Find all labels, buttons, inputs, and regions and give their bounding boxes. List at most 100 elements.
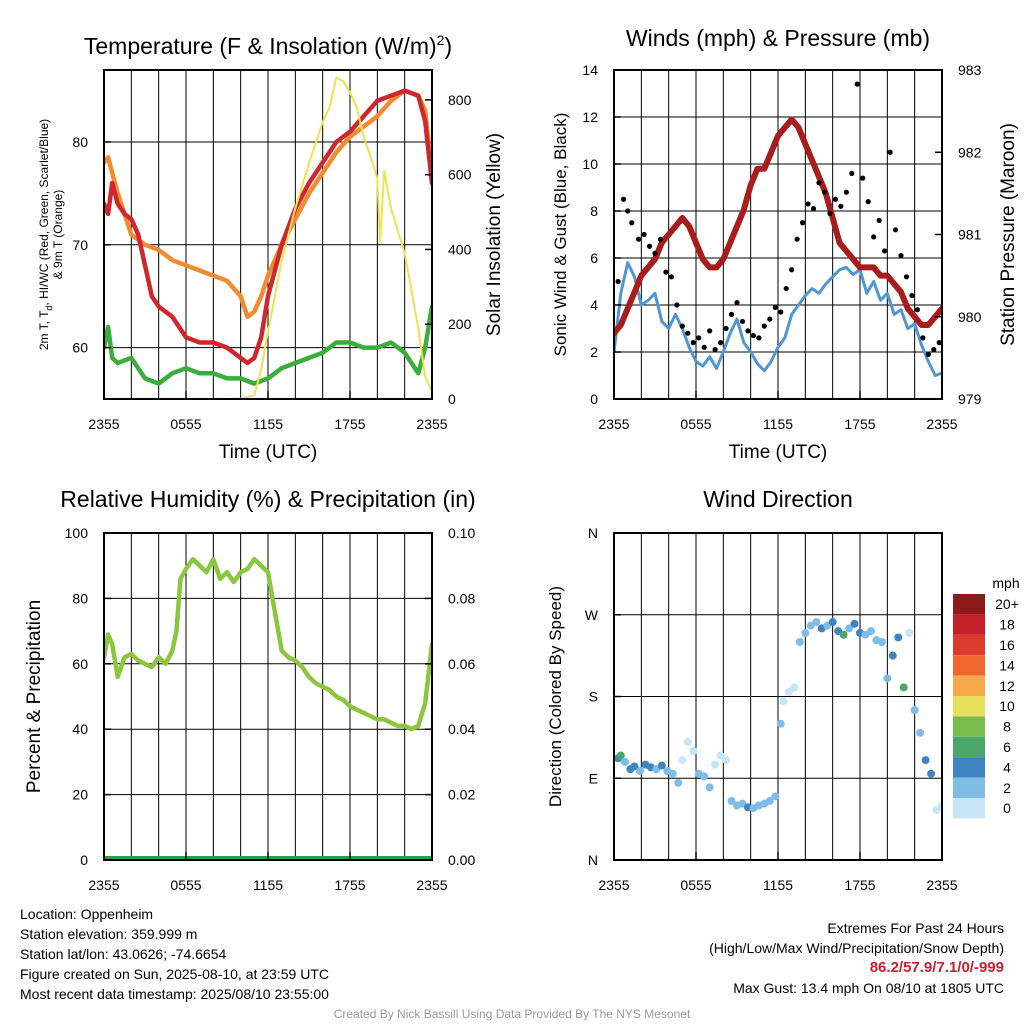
y2-axis-label: Solar Insolation (Yellow) bbox=[484, 133, 505, 336]
x-tick-label: 1755 bbox=[844, 416, 875, 432]
colorbar-title: mph bbox=[992, 575, 1019, 591]
colorbar-swatch bbox=[953, 634, 985, 656]
colorbar-swatch bbox=[953, 594, 985, 615]
colorbar-swatch bbox=[953, 675, 985, 696]
direction-point bbox=[790, 683, 799, 692]
y2-tick-label: 200 bbox=[448, 316, 472, 332]
y-axis-label: Percent & Precipitation bbox=[24, 600, 45, 793]
x-tick-label: 1155 bbox=[253, 416, 283, 432]
x-tick-label: 2355 bbox=[926, 416, 957, 432]
x-tick-label: 0555 bbox=[680, 416, 711, 432]
x-tick-label: 1755 bbox=[334, 416, 365, 432]
gust-point bbox=[805, 201, 811, 207]
direction-point bbox=[722, 756, 731, 765]
y2-tick-label: 0.10 bbox=[448, 525, 475, 541]
colorbar-swatch bbox=[953, 614, 985, 635]
gust-point bbox=[728, 311, 735, 317]
gust-point bbox=[783, 285, 789, 292]
station-info: Location: Oppenheim Station elevation: 3… bbox=[20, 904, 329, 1004]
direction-point bbox=[683, 737, 692, 746]
recent-data-label: Most recent data timestamp: 2025/08/10 2… bbox=[20, 986, 329, 1002]
series-line-0 bbox=[614, 261, 942, 377]
gust-point bbox=[794, 236, 800, 242]
x-tick-label: 2355 bbox=[88, 416, 119, 432]
y-axis-label: Sonic Wind & Gust (Blue, Black) bbox=[551, 113, 570, 357]
colorbar-swatch bbox=[953, 736, 985, 758]
y2-tick-label: 0.06 bbox=[448, 656, 475, 672]
y-tick-label: 14 bbox=[582, 62, 598, 78]
series-line-3 bbox=[104, 76, 432, 399]
gust-point bbox=[636, 236, 642, 242]
series-line-2 bbox=[104, 304, 432, 386]
x-tick-label: 0555 bbox=[680, 877, 711, 893]
y2-tick-label: 0.02 bbox=[448, 787, 475, 803]
direction-point bbox=[927, 769, 936, 778]
x-tick-label: 2355 bbox=[598, 877, 629, 893]
gust-point bbox=[641, 231, 647, 238]
y2-tick-label: 600 bbox=[448, 167, 472, 183]
gust-point bbox=[756, 335, 762, 341]
direction-point bbox=[716, 751, 725, 760]
colorbar-label: 6 bbox=[1003, 739, 1011, 755]
y-tick-label: 10 bbox=[582, 156, 598, 172]
colorbar-label: 14 bbox=[999, 657, 1015, 673]
gust-point bbox=[789, 267, 795, 273]
direction-point bbox=[866, 627, 875, 636]
direction-point bbox=[839, 630, 848, 639]
y2-tick-label: 0.08 bbox=[448, 590, 475, 606]
chart-title: Relative Humidity (%) & Precipitation (i… bbox=[60, 486, 475, 512]
latlon-label: Station lat/lon: 43.0626; -74.6654 bbox=[20, 946, 227, 962]
gust-point bbox=[876, 217, 882, 223]
x-tick-label: 2355 bbox=[598, 416, 629, 432]
y-tick-label: 70 bbox=[72, 237, 88, 253]
gust-point bbox=[860, 175, 866, 181]
gust-point bbox=[832, 196, 839, 202]
direction-point bbox=[620, 757, 629, 766]
gust-point bbox=[767, 316, 773, 322]
gust-point bbox=[615, 278, 621, 285]
direction-point bbox=[668, 769, 677, 778]
colorbar-label: 16 bbox=[999, 637, 1015, 653]
gust-point bbox=[827, 210, 833, 216]
gust-point bbox=[734, 300, 740, 306]
extremes-title: Extremes For Past 24 Hours bbox=[827, 920, 1004, 936]
direction-point bbox=[828, 618, 837, 627]
gust-point bbox=[679, 323, 685, 329]
x-tick-label: 0555 bbox=[170, 877, 201, 893]
y-tick-label: 80 bbox=[72, 134, 88, 150]
max-gust-label: Max Gust: 13.4 mph On 08/10 at 1805 UTC bbox=[733, 980, 1004, 996]
direction-point bbox=[635, 766, 644, 775]
y2-tick-label: 980 bbox=[958, 309, 982, 325]
y2-tick-label: 979 bbox=[958, 391, 982, 407]
direction-point bbox=[795, 638, 804, 646]
direction-point bbox=[616, 751, 625, 760]
direction-point bbox=[727, 796, 736, 805]
extremes-values: 86.2/57.9/7.1/0/-999 bbox=[869, 959, 1004, 976]
direction-point bbox=[812, 618, 821, 627]
y-tick-label: E bbox=[589, 770, 598, 786]
y-tick-label: 12 bbox=[582, 109, 598, 125]
gust-point bbox=[750, 332, 757, 339]
gust-point bbox=[723, 325, 729, 332]
gust-point bbox=[914, 307, 921, 313]
direction-point bbox=[916, 728, 925, 737]
x-tick-label: 2355 bbox=[416, 877, 447, 893]
gust-point bbox=[707, 328, 713, 334]
colorbar-swatch bbox=[953, 777, 985, 798]
x-tick-label: 0555 bbox=[170, 416, 201, 432]
colorbar-label: 4 bbox=[1003, 759, 1011, 775]
colorbar-label: 2 bbox=[1003, 780, 1011, 796]
gust-point bbox=[854, 81, 860, 87]
y-tick-label: 40 bbox=[72, 721, 88, 737]
gust-point bbox=[800, 220, 806, 226]
direction-point bbox=[850, 619, 859, 628]
direction-point bbox=[845, 624, 854, 633]
series-line-0 bbox=[104, 88, 432, 320]
y2-tick-label: 800 bbox=[448, 92, 472, 108]
x-tick-label: 1755 bbox=[844, 877, 875, 893]
direction-point bbox=[678, 756, 687, 765]
y-tick-label: 60 bbox=[72, 340, 88, 356]
colorbar-swatch bbox=[953, 757, 985, 778]
x-tick-label: 1155 bbox=[253, 877, 283, 893]
